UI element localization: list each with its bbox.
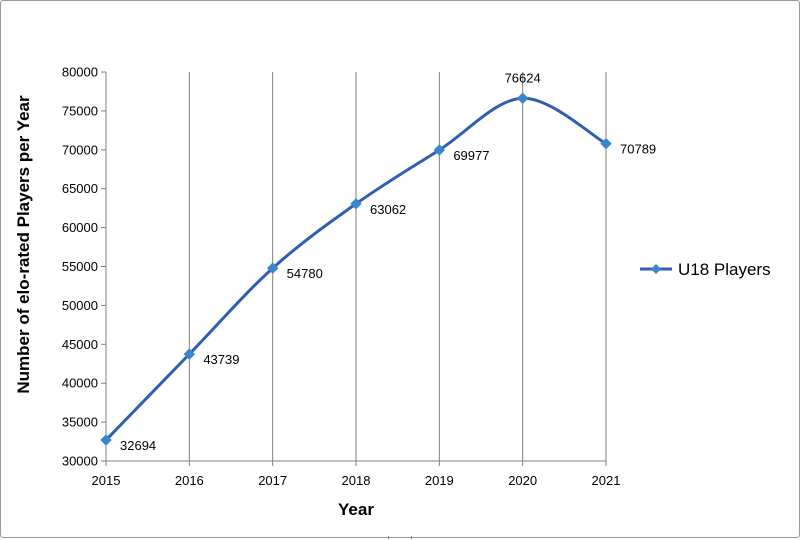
resize-handle[interactable] [388, 536, 412, 539]
data-point-marker[interactable] [266, 262, 279, 274]
x-tick-label: 2016 [175, 473, 204, 488]
data-point-marker[interactable] [350, 198, 362, 210]
x-tick-label: 2017 [258, 473, 287, 488]
y-tick-label: 80000 [62, 65, 98, 80]
y-tick-label: 60000 [62, 220, 98, 235]
y-axis-title: Number of elo-rated Players per Year [14, 95, 33, 394]
y-tick-label: 65000 [62, 181, 98, 196]
data-label: 43739 [203, 352, 239, 367]
y-tick-label: 45000 [62, 337, 98, 352]
data-label: 54780 [287, 266, 323, 281]
legend[interactable]: U18 Players [640, 260, 771, 279]
y-tick-label: 35000 [62, 415, 98, 430]
x-tick-label: 2021 [592, 473, 621, 488]
data-point-marker[interactable] [600, 137, 612, 150]
x-tick-labels: 2015 2016 2017 2018 2019 2020 2021 [92, 461, 621, 488]
data-point-marker[interactable] [433, 144, 446, 156]
data-label: 63062 [370, 202, 406, 217]
y-tick-label: 30000 [62, 454, 98, 469]
x-tick-label: 2019 [425, 473, 454, 488]
x-tick-label: 2020 [508, 473, 537, 488]
x-tick-label: 2015 [92, 473, 121, 488]
data-label: 69977 [453, 148, 489, 163]
y-tick-label: 75000 [62, 103, 98, 118]
legend-label: U18 Players [678, 260, 771, 279]
legend-diamond-icon [651, 264, 661, 274]
y-tick-label: 40000 [62, 376, 98, 391]
y-tick-labels: 30000 35000 40000 45000 50000 55000 60000 65000… [62, 65, 106, 469]
data-point-marker[interactable] [516, 92, 529, 104]
data-label: 76624 [505, 70, 541, 85]
data-label: 32694 [120, 438, 156, 453]
y-tick-label: 70000 [62, 142, 98, 157]
y-tick-label: 55000 [62, 259, 98, 274]
x-tick-label: 2018 [342, 473, 371, 488]
data-markers [100, 92, 612, 446]
gridlines [188, 72, 607, 461]
data-labels: 32694 43739 54780 63062 69977 76624 70789 [120, 70, 656, 453]
y-tick-label: 50000 [62, 298, 98, 313]
x-axis-title: Year [338, 500, 374, 519]
data-point-marker[interactable] [183, 348, 196, 360]
data-label: 70789 [620, 142, 656, 157]
data-point-marker[interactable] [100, 434, 112, 446]
